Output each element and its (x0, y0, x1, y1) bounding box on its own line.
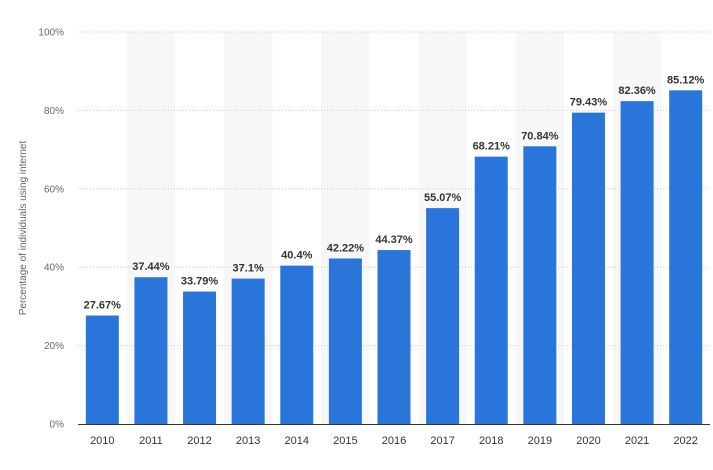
data-label-2021: 82.36% (618, 85, 656, 97)
y-tick-label: 60% (44, 184, 64, 195)
data-labels: 27.67% 37.44% 33.79% 37.1% 40.4% 42.22% 44.37%… (84, 74, 705, 311)
bar-2015[interactable] (328, 258, 362, 424)
data-label-2017: 55.07% (424, 192, 462, 204)
data-label-2013: 37.1% (233, 263, 264, 275)
bar-2017[interactable] (426, 208, 460, 424)
x-tick-label-2016: 2016 (382, 435, 406, 447)
data-label-2011: 37.44% (132, 261, 170, 273)
y-tick-label: 40% (44, 263, 64, 274)
data-label-2014: 40.4% (281, 250, 312, 262)
data-label-2015: 42.22% (327, 242, 365, 254)
x-tick-label-2013: 2013 (236, 435, 260, 447)
y-tick-label: 20% (44, 341, 64, 352)
data-label-2016: 44.37% (375, 234, 413, 246)
bar-2018[interactable] (474, 156, 508, 424)
x-tick-label-2010: 2010 (90, 435, 114, 447)
bars (85, 90, 703, 425)
x-tick-label-2021: 2021 (625, 435, 649, 447)
y-axis-ticks: 0% 20% 40% 60% 80% 100% (38, 28, 64, 431)
x-tick-label-2018: 2018 (479, 435, 503, 447)
data-label-2022: 85.12% (667, 74, 705, 86)
y-axis-title: Percentage of individuals using internet (18, 141, 29, 316)
y-tick-label: 80% (44, 106, 64, 117)
x-tick-label-2012: 2012 (187, 435, 211, 447)
data-label-2019: 70.84% (521, 130, 559, 142)
x-tick-label-2022: 2022 (673, 435, 697, 447)
bar-2022[interactable] (669, 90, 703, 425)
x-tick-label-2019: 2019 (528, 435, 552, 447)
bar-2012[interactable] (183, 291, 217, 424)
bar-2011[interactable] (134, 277, 168, 424)
bar-2014[interactable] (280, 265, 314, 424)
x-axis-ticks: 2010 2011 2012 2013 2014 2015 2016 2017 2018 2019… (90, 435, 698, 447)
bar-2016[interactable] (377, 250, 411, 424)
x-tick-label-2011: 2011 (139, 435, 163, 447)
x-tick-label-2014: 2014 (285, 435, 309, 447)
y-tick-label: 0% (50, 420, 65, 431)
y-tick-label: 100% (38, 28, 64, 39)
x-tick-label-2020: 2020 (576, 435, 600, 447)
bar-2020[interactable] (571, 112, 605, 424)
data-label-2018: 68.21% (473, 141, 511, 153)
x-tick-label-2015: 2015 (333, 435, 357, 447)
x-tick-label-2017: 2017 (430, 435, 454, 447)
data-label-2010: 27.67% (84, 300, 122, 312)
bar-2013[interactable] (231, 278, 265, 424)
data-label-2012: 33.79% (181, 276, 219, 288)
data-label-2020: 79.43% (570, 97, 608, 109)
bar-2019[interactable] (523, 146, 557, 425)
bar-2010[interactable] (85, 315, 119, 424)
bar-2021[interactable] (620, 101, 654, 424)
